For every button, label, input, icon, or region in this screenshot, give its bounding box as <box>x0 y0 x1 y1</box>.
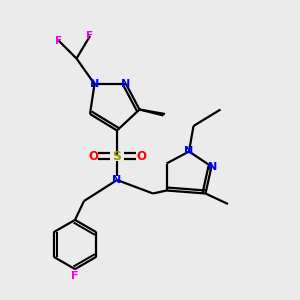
Text: O: O <box>136 149 146 163</box>
Text: N: N <box>208 161 217 172</box>
Text: N: N <box>90 79 99 89</box>
Text: N: N <box>184 146 194 157</box>
Text: F: F <box>71 271 79 281</box>
Text: N: N <box>122 79 130 89</box>
Text: N: N <box>112 175 122 185</box>
Text: S: S <box>112 149 122 163</box>
Text: F: F <box>86 31 94 41</box>
Text: O: O <box>88 149 98 163</box>
Text: F: F <box>55 35 62 46</box>
